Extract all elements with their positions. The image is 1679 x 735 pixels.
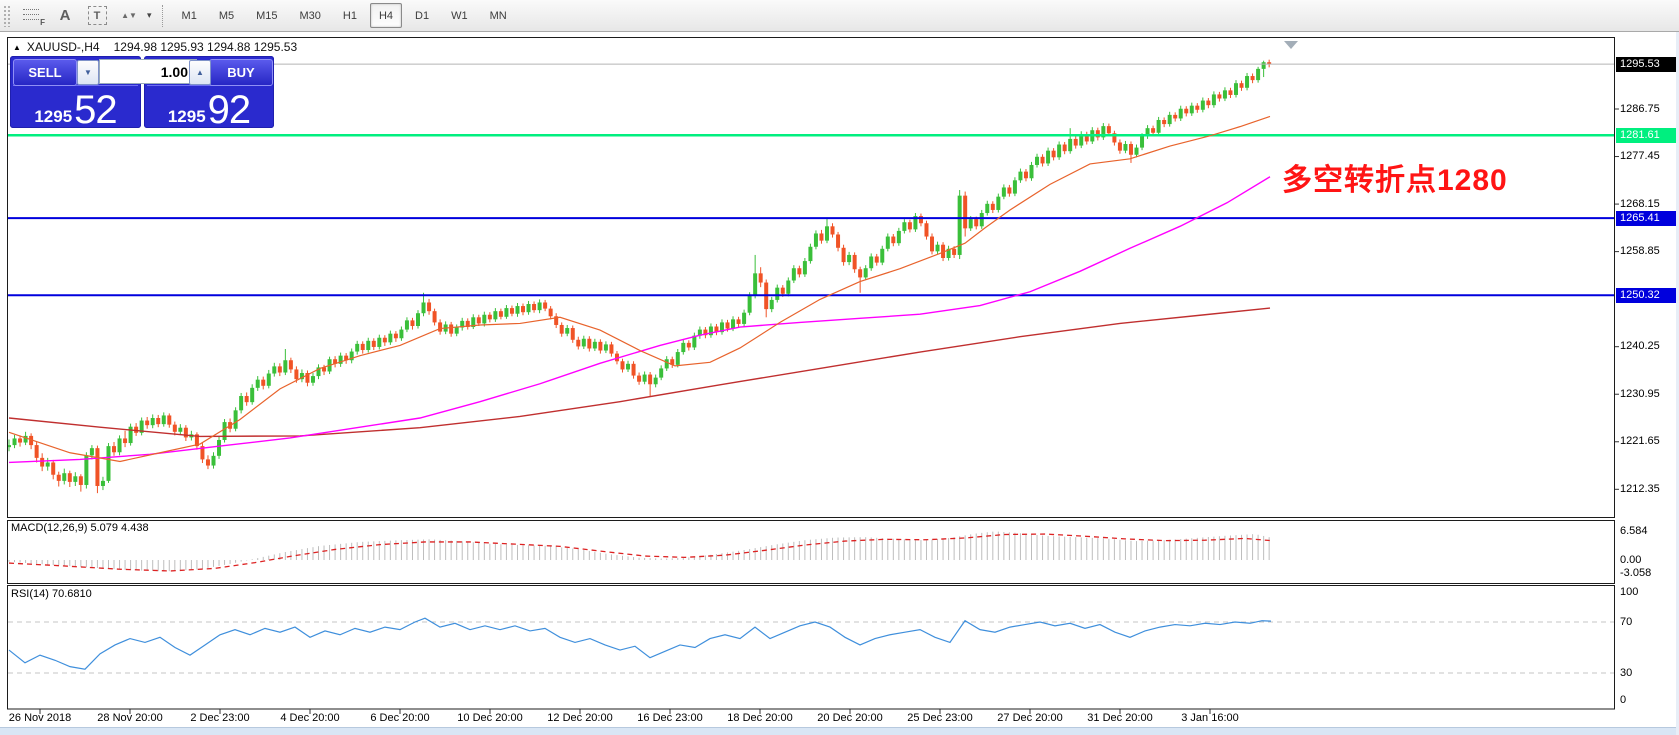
- price-current-badge: 1295.53: [1616, 56, 1678, 72]
- arrows-tool-icon[interactable]: ▲ ▼: [115, 3, 143, 29]
- arrow-up-glyph: ▲: [121, 11, 129, 20]
- window-bottom-edge: [0, 727, 1679, 735]
- volume-input[interactable]: [99, 59, 197, 84]
- text-label-icon[interactable]: T: [83, 3, 111, 29]
- time-tick-label: 27 Dec 20:00: [997, 712, 1063, 724]
- time-tick-label: 16 Dec 23:00: [637, 712, 703, 724]
- timeframe-w1-button[interactable]: W1: [451, 9, 468, 22]
- volume-decrease-button[interactable]: ▼: [77, 60, 99, 85]
- time-tick-label: 20 Dec 20:00: [817, 712, 883, 724]
- timeframe-group: M1 M5 M15 M30 H1 H4 D1 W1 MN: [171, 3, 518, 28]
- price-tick-label: 1268.15: [1620, 197, 1660, 210]
- chart-plot-area[interactable]: [8, 32, 1614, 709]
- time-tick-label: 3 Jan 16:00: [1181, 712, 1239, 724]
- price-tick-label: 1240.25: [1620, 340, 1660, 353]
- price-tick-label: 1212.35: [1620, 482, 1660, 495]
- window-right-edge: [1676, 31, 1679, 735]
- chart-title: ▲ XAUUSD-,H4 1294.98 1295.93 1294.88 129…: [13, 40, 297, 54]
- timeframe-d1-button[interactable]: D1: [415, 9, 430, 22]
- sell-button[interactable]: SELL: [13, 59, 77, 86]
- timeframe-mn-button[interactable]: MN: [489, 9, 507, 22]
- rsi-scale-label: 0: [1620, 694, 1627, 706]
- time-tick-label: 26 Nov 2018: [8, 712, 72, 724]
- text-icon-letter: A: [59, 7, 71, 24]
- time-tick-label: 12 Dec 20:00: [547, 712, 613, 724]
- timeframe-h4-button[interactable]: H4: [369, 3, 403, 28]
- price-blue-badge: 1250.32: [1616, 287, 1678, 303]
- macd-scale-label: 6.584: [1620, 525, 1648, 537]
- buy-price[interactable]: 1295 92: [144, 87, 274, 132]
- volume-increase-button[interactable]: ▲: [189, 60, 211, 85]
- toolbar: F A T ▲ ▼ ▾ M1 M5 M15 M30 H1 H4 D1 W1 MN: [0, 0, 1679, 32]
- time-tick-label: 4 Dec 20:00: [280, 712, 340, 724]
- ohlc-values: 1294.98 1295.93 1294.88 1295.53: [113, 40, 298, 54]
- rsi-scale-label: 30: [1620, 667, 1633, 679]
- rsi-scale-label: 100: [1620, 586, 1639, 598]
- symbol-marker-icon: ▲: [13, 42, 21, 52]
- time-tick-label: 2 Dec 23:00: [190, 712, 250, 724]
- price-tick-label: 1286.75: [1620, 102, 1660, 115]
- chart-shift-marker-icon[interactable]: [1284, 41, 1298, 49]
- symbol-timeframe-label: XAUUSD-,H4: [26, 40, 100, 54]
- macd-scale-label: 0.00: [1620, 554, 1642, 566]
- text-label-icon-letter: T: [87, 6, 107, 25]
- arrows-dropdown-caret-icon[interactable]: ▾: [147, 10, 152, 20]
- time-tick-label: 18 Dec 20:00: [727, 712, 793, 724]
- arrow-down-glyph: ▼: [129, 11, 137, 20]
- toolbar-grip[interactable]: [3, 4, 11, 27]
- buy-price-minor: 92: [207, 88, 251, 132]
- sell-price[interactable]: 1295 52: [10, 87, 141, 132]
- one-click-trading-panel: SELL BUY ▼ ▲ 1295 52 1295 92: [10, 56, 274, 130]
- timeframe-m1-button[interactable]: M1: [181, 9, 197, 22]
- timeframe-m5-button[interactable]: M5: [218, 9, 235, 22]
- price-tick-label: 1221.65: [1620, 435, 1660, 448]
- timeframe-m30-button[interactable]: M30: [299, 9, 321, 22]
- time-tick-label: 28 Nov 20:00: [97, 712, 163, 724]
- buy-button[interactable]: BUY: [209, 59, 273, 86]
- time-tick-label: 31 Dec 20:00: [1087, 712, 1153, 724]
- fibonacci-icon[interactable]: F: [19, 3, 47, 29]
- time-tick-label: 25 Dec 23:00: [907, 712, 973, 724]
- time-tick-label: 10 Dec 20:00: [457, 712, 523, 724]
- time-tick-label: 6 Dec 20:00: [370, 712, 430, 724]
- price-blue-badge: 1265.41: [1616, 210, 1678, 226]
- sell-price-minor: 52: [74, 88, 117, 132]
- price-green-badge: 1281.61: [1616, 127, 1678, 143]
- annotation-text: 多空转折点1280: [1282, 164, 1508, 197]
- macd-scale-label: -3.058: [1620, 567, 1652, 579]
- macd-label: MACD(12,26,9) 5.079 4.438: [11, 522, 149, 534]
- fibonacci-icon-letter: F: [40, 17, 45, 27]
- price-tick-label: 1258.85: [1620, 245, 1660, 258]
- buy-price-major: 1295: [167, 107, 206, 126]
- rsi-scale-label: 70: [1620, 616, 1633, 628]
- rsi-label: RSI(14) 70.6810: [11, 588, 92, 600]
- timeframe-m15-button[interactable]: M15: [256, 9, 278, 22]
- sell-price-major: 1295: [34, 107, 73, 126]
- timeframe-h1-button[interactable]: H1: [342, 9, 357, 22]
- price-tick-label: 1230.95: [1620, 387, 1660, 400]
- price-tick-label: 1277.45: [1620, 150, 1660, 163]
- toolbar-separator: [161, 4, 163, 27]
- text-icon[interactable]: A: [51, 3, 79, 29]
